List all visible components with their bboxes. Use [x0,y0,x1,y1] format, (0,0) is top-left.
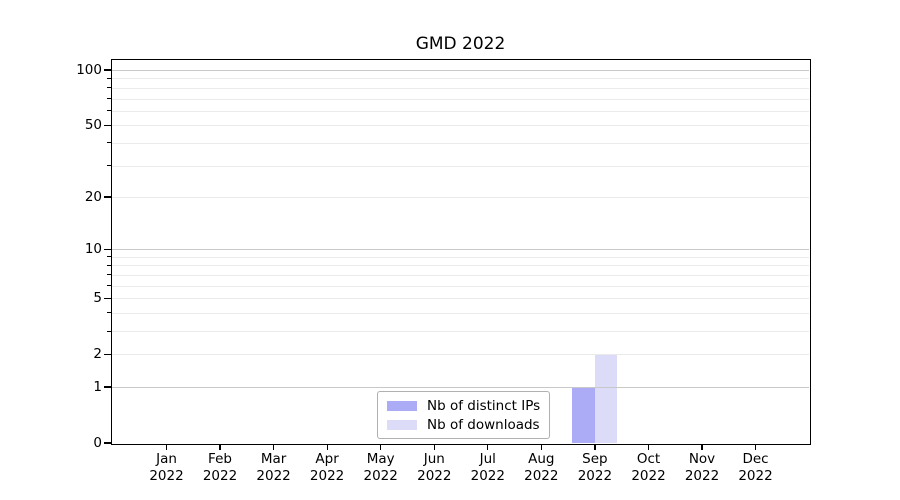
gridline-minor [112,196,809,198]
y-tick [104,248,111,250]
y-tick-label: 100 [76,62,102,78]
x-tick [487,444,489,450]
x-tick-label-year: 2022 [684,467,720,484]
legend-label: Nb of downloads [427,416,540,433]
gridline-minor [112,274,809,276]
y-tick [104,196,111,198]
y-tick-label: 5 [93,290,102,307]
x-tick-label: May 2022 [349,451,413,484]
gridline-minor [112,125,809,127]
legend-swatch-distinct-ips [387,400,417,411]
legend-swatch-downloads [387,419,417,430]
gridline-minor [112,98,809,100]
gridline-minor [112,354,809,356]
x-tick-label: Nov 2022 [670,451,734,484]
bar-nb-of-distinct-ips [572,387,595,443]
legend-item: Nb of downloads [387,415,540,434]
gridline-minor [112,312,809,314]
x-tick-label-year: 2022 [256,467,291,484]
y-tick [104,353,111,355]
y-tick-label: 50 [84,117,102,134]
y-tick-label: 20 [84,188,102,205]
gridline-minor [112,256,809,258]
x-tick-label-year: 2022 [363,467,398,484]
y-tick-minor [107,264,111,266]
y-tick-minor [107,98,111,99]
y-tick-label: 1 [93,379,102,395]
gridline-minor [112,265,809,267]
chart-title: GMD 2022 [415,34,506,54]
gridline-major [112,70,809,71]
x-tick-label-year: 2022 [309,467,345,484]
y-tick-minor [107,77,111,79]
y-tick-minor [107,142,111,144]
plot-area: Nb of distinct IPs Nb of downloads 0 1 2 5 1… [76,58,811,484]
y-tick-minor [107,256,111,258]
y-tick-minor [107,330,111,332]
x-tick-label: Oct 2022 [617,451,681,484]
x-tick [540,444,542,450]
gridline-minor [112,298,809,300]
gridline-major [112,249,809,251]
x-tick-label: Aug 2022 [509,451,573,484]
x-tick [594,444,596,450]
y-tick-minor [107,110,111,112]
gridline-minor [112,331,809,332]
gridline-minor [112,142,809,144]
legend: Nb of distinct IPs Nb of downloads [377,391,551,439]
x-tick-label-year: 2022 [577,467,613,484]
y-tick [104,386,111,388]
x-tick-label-year: 2022 [524,467,559,484]
x-tick-label-year: 2022 [738,467,773,484]
x-tick-label-year: 2022 [631,467,666,484]
legend-label: Nb of distinct IPs [427,397,541,414]
y-tick-minor [107,87,111,89]
y-tick-label: 2 [93,346,102,363]
x-tick [701,444,703,450]
x-tick [380,444,382,450]
x-tick [433,444,435,450]
x-tick-label-year: 2022 [417,467,452,484]
y-tick-minor [107,274,111,276]
gridline-minor [112,87,809,89]
gridline-minor [112,78,809,80]
x-tick-label: Apr 2022 [295,451,359,484]
gridline-minor [112,285,809,287]
y-tick [104,124,111,126]
y-tick [104,297,111,299]
x-tick-label-year: 2022 [149,467,184,484]
x-tick-label: Dec 2022 [724,451,788,484]
x-tick [272,444,275,450]
x-tick-label-year: 2022 [470,467,505,484]
x-tick-label: Sep 2022 [563,451,627,484]
gridline-major [112,387,809,388]
y-tick-label: 0 [93,435,102,451]
y-tick-minor [107,285,111,287]
y-tick-minor [107,165,111,166]
x-tick [165,444,168,450]
x-tick-label: Mar 2022 [242,451,306,484]
bar-nb-of-downloads [594,354,618,443]
x-tick-label: Jan 2022 [135,451,199,484]
x-tick-label: Feb 2022 [188,451,252,484]
gridline-minor [112,165,809,167]
x-tick [647,444,650,450]
y-tick-label: 10 [84,241,102,258]
x-tick [754,444,757,450]
x-tick [326,444,328,450]
gridline-minor [112,110,809,112]
y-tick-minor [107,312,111,314]
legend-item: Nb of distinct IPs [387,396,540,415]
x-tick-label: Jun 2022 [402,451,466,484]
y-tick [104,69,111,71]
y-tick [104,442,111,444]
x-tick-label-year: 2022 [202,467,238,484]
x-tick-label: Jul 2022 [456,451,520,484]
x-tick [219,444,221,450]
